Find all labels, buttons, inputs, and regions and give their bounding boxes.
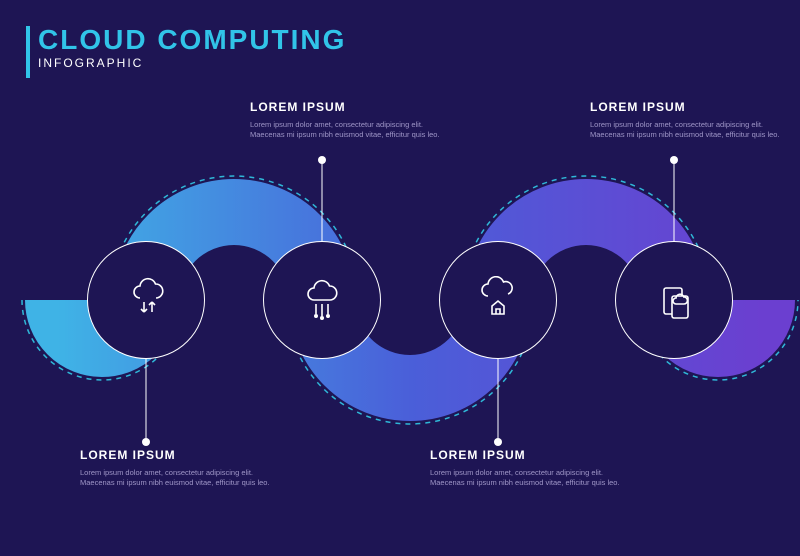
step-node	[87, 241, 205, 359]
step-node	[439, 241, 557, 359]
connector-dot	[318, 156, 326, 164]
page-subtitle: INFOGRAPHIC	[38, 56, 346, 70]
connector-dot	[670, 156, 678, 164]
title-accent-bar	[26, 26, 30, 78]
step-title: LOREM IPSUM	[430, 448, 630, 462]
step-section: LOREM IPSUM Lorem ipsum dolor amet, conse…	[430, 448, 630, 488]
page-title: CLOUD COMPUTING	[38, 24, 346, 56]
step-body: Lorem ipsum dolor amet, consectetur adip…	[430, 468, 630, 488]
step-title: LOREM IPSUM	[590, 100, 790, 114]
header: CLOUD COMPUTING INFOGRAPHIC	[38, 24, 346, 70]
step-body: Lorem ipsum dolor amet, consectetur adip…	[590, 120, 790, 140]
connector-line	[498, 359, 499, 444]
step-body: Lorem ipsum dolor amet, consectetur adip…	[80, 468, 280, 488]
cloud-rain-icon	[298, 276, 346, 324]
step-section: LOREM IPSUM Lorem ipsum dolor amet, conse…	[250, 100, 450, 140]
step-body: Lorem ipsum dolor amet, consectetur adip…	[250, 120, 450, 140]
step-title: LOREM IPSUM	[80, 448, 280, 462]
cloud-device-icon	[650, 276, 698, 324]
step-node	[615, 241, 733, 359]
connector-line	[674, 160, 675, 241]
cloud-home-icon	[474, 276, 522, 324]
step-section: LOREM IPSUM Lorem ipsum dolor amet, conse…	[80, 448, 280, 488]
connector-dot	[494, 438, 502, 446]
connector-dot	[142, 438, 150, 446]
connector-line	[146, 359, 147, 444]
step-node	[263, 241, 381, 359]
connector-line	[322, 160, 323, 241]
cloud-sync-icon	[122, 276, 170, 324]
step-title: LOREM IPSUM	[250, 100, 450, 114]
infographic-canvas: CLOUD COMPUTING INFOGRAPHIC LOREM IPSUML…	[0, 0, 800, 556]
step-section: LOREM IPSUM Lorem ipsum dolor amet, conse…	[590, 100, 790, 140]
